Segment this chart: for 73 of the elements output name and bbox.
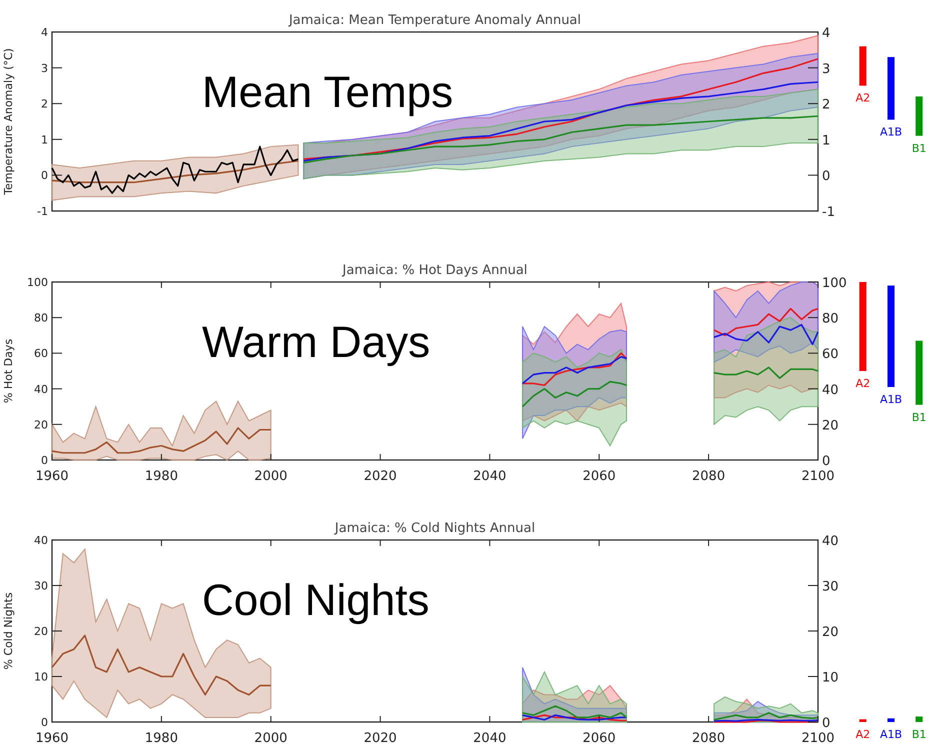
x-tick-label: 2040 (473, 469, 506, 484)
x-tick-label: 2060 (582, 469, 616, 484)
x-tick-label: 2060 (582, 731, 616, 746)
y-tick-label: 3 (41, 62, 48, 75)
line-series (51, 146, 300, 194)
x-tick-label: 1960 (35, 731, 69, 746)
y-tick-label: 20 (34, 418, 48, 432)
y2-tick-label: 2 (822, 98, 830, 113)
x-tick-label: 1960 (35, 469, 69, 484)
y-tick-label: 1 (41, 133, 48, 146)
y2-tick-label: 0 (822, 454, 830, 469)
y2-tick-label: 40 (822, 382, 839, 398)
y2-tick-label: 1 (822, 133, 830, 148)
y-tick-label: 0 (41, 454, 48, 467)
category-label: B1 (912, 142, 926, 155)
category-label: B1 (912, 728, 926, 741)
category-label: A1B (880, 126, 902, 139)
y2-tick-label: 10 (822, 670, 839, 686)
y-tick-label: 60 (34, 347, 48, 360)
y2-tick-label: 4 (822, 26, 830, 41)
y-tick-label: 100 (27, 276, 48, 289)
line-series (51, 634, 272, 696)
x-tick-label: 2100 (801, 731, 835, 746)
y-tick-label: 40 (34, 382, 48, 396)
y-tick-label: 0 (41, 716, 48, 729)
x-tick-label: 2100 (801, 469, 835, 484)
chart-title: Jamaica: Mean Temperature Anomaly Annual (288, 13, 582, 28)
x-tick-label: 2040 (473, 731, 506, 746)
category-label: A1B (880, 728, 902, 741)
line-series (302, 115, 819, 164)
x-tick-label: 1980 (144, 469, 178, 484)
category-label: A2 (856, 92, 870, 105)
x-tick-label: 2080 (692, 731, 726, 746)
y-tick-label: 20 (34, 625, 48, 638)
y2-tick-label: 30 (822, 580, 839, 594)
y2-tick-label: 80 (822, 312, 839, 327)
line-series (51, 160, 300, 184)
y-tick-label: 0 (41, 169, 48, 182)
annotation: Cool Nights (202, 576, 430, 625)
y-tick-label: 30 (34, 580, 48, 592)
y-axis-title: % Cold Nights (2, 592, 15, 670)
y2-tick-label: -1 (822, 205, 835, 220)
line-series (51, 427, 272, 454)
y2-tick-label: 3 (822, 62, 830, 77)
x-tick-label: 2020 (364, 469, 397, 484)
y2-tick-label: 60 (822, 347, 839, 362)
y-axis-title: % Hot Days (2, 338, 15, 404)
y2-tick-label: 0 (822, 169, 830, 184)
y2-tick-label: 20 (822, 625, 839, 640)
y2-tick-label: 100 (822, 276, 847, 291)
x-tick-label: 2000 (254, 469, 288, 484)
x-tick-label: 2020 (364, 731, 397, 746)
y2-tick-label: 40 (822, 534, 839, 549)
y-tick-label: -1 (37, 205, 48, 218)
chart-title: Jamaica: % Cold Nights Annual (334, 521, 536, 536)
x-tick-label: 1980 (144, 731, 178, 746)
annotation: Warm Days (202, 318, 430, 367)
y-tick-label: 2 (41, 98, 48, 111)
y-tick-label: 40 (34, 534, 48, 547)
y-tick-label: 4 (41, 26, 48, 39)
y2-tick-label: 20 (822, 418, 839, 434)
category-label: A1B (880, 393, 902, 406)
y-axis-title: Temperature Anomaly (°C) (2, 48, 15, 196)
y2-tick-label: 0 (822, 716, 830, 731)
y-tick-label: 10 (34, 670, 48, 684)
category-label: B1 (912, 410, 926, 424)
chart-title: Jamaica: % Hot Days Annual (342, 263, 528, 278)
category-label: A2 (856, 377, 870, 390)
category-label: A2 (856, 728, 870, 741)
x-tick-label: 2000 (254, 731, 288, 746)
annotation: Mean Temps (202, 68, 454, 117)
y-tick-label: 80 (34, 312, 48, 325)
x-tick-label: 2080 (692, 469, 726, 484)
